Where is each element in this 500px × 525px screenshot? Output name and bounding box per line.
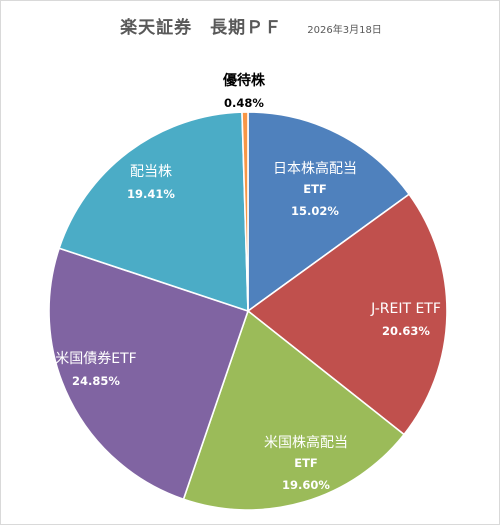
slice-value-label: 15.02% [291,204,339,218]
pie-slice [247,111,411,313]
slice-value-label: 19.60% [282,478,330,492]
slice-name-label: 米国債券ETF [55,351,136,367]
chart-title-main: 楽天証券 長期ＰＦ [120,18,283,38]
chart-title: 楽天証券 長期ＰＦ 2026年3月18日 [1,13,500,38]
pie-slice [241,111,249,312]
slice-name-label: 米国株高配当 [264,434,348,451]
slice-value-label: 20.63% [382,324,430,338]
slice-value-label: 19.41% [127,187,175,201]
slice-name-label: 優待株 [222,72,266,89]
pie-slice [48,247,250,501]
slice-value-label: 0.48% [224,96,264,110]
slice-name-label: J-REIT ETF [370,301,441,317]
slice-value-label: 24.85% [72,374,120,388]
pie-slice [182,309,406,511]
pie-slice [58,111,249,313]
slice-name-label: 配当株 [130,164,172,180]
chart-title-date: 2026年3月18日 [307,25,382,36]
slice-name-label: ETF [294,456,318,470]
pie-slice [246,193,448,436]
slice-name-label: ETF [303,182,327,196]
slice-name-label: 日本株高配当 [273,160,357,177]
